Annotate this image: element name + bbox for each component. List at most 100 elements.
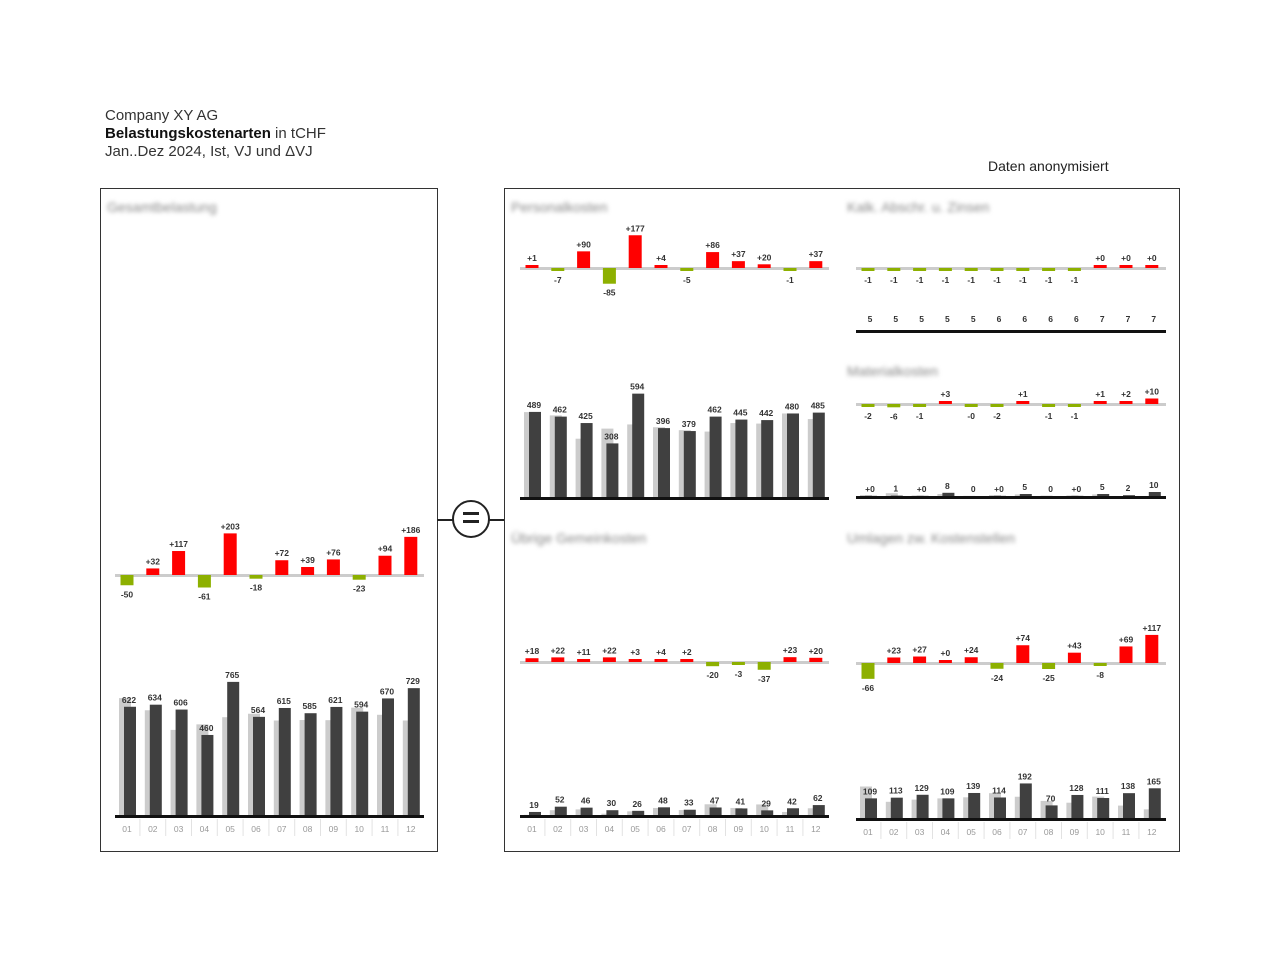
category-label: 08 — [708, 824, 718, 834]
vj-bar — [989, 495, 1001, 496]
value-label: 765 — [225, 670, 239, 680]
category-divider — [165, 819, 167, 836]
category-label: 05 — [225, 824, 235, 834]
category-divider — [880, 822, 882, 839]
category-divider — [268, 819, 270, 836]
category-label: 06 — [251, 824, 261, 834]
value-label: 138 — [1121, 781, 1135, 791]
value-label: 445 — [733, 408, 747, 418]
category-label: 08 — [1044, 827, 1054, 837]
delta-label: -1 — [1071, 275, 1079, 285]
ist-bar — [916, 794, 929, 818]
category-divider — [397, 819, 399, 836]
delta-label: +203 — [221, 521, 240, 531]
delta-bar — [1145, 398, 1159, 404]
category-label: 11 — [786, 824, 795, 834]
delta-label: -66 — [862, 683, 875, 693]
ist-bar — [683, 431, 696, 497]
value-label: 41 — [736, 796, 746, 806]
ist-bar — [787, 808, 799, 815]
delta-bar — [525, 658, 539, 662]
value-label: 70 — [1046, 793, 1056, 803]
value-axis-line — [115, 815, 424, 818]
category-divider — [1009, 822, 1011, 839]
ist-bar — [253, 716, 265, 815]
ist-bar — [1071, 794, 1084, 818]
value-label: 594 — [630, 382, 644, 392]
category-divider — [673, 819, 675, 836]
value-label: 425 — [579, 411, 593, 421]
value-label: 485 — [811, 401, 825, 411]
anonymized-note: Daten anonymisiert — [988, 158, 1109, 174]
category-divider — [320, 819, 321, 836]
category-label: 02 — [148, 824, 158, 834]
delta-bar — [577, 659, 591, 662]
delta-bar — [602, 657, 616, 662]
delta-bar — [964, 268, 978, 271]
category-label: 02 — [553, 824, 563, 834]
ist-bar — [580, 423, 593, 497]
delta-bar — [1093, 265, 1107, 268]
ist-bar — [278, 707, 291, 815]
company-name: Company XY AG — [105, 107, 219, 124]
value-label: 7 — [1100, 314, 1105, 324]
value-label: 308 — [604, 431, 618, 441]
category-label: 11 — [1122, 827, 1131, 837]
category-label: 12 — [1147, 827, 1157, 837]
ist-bar — [709, 807, 722, 815]
delta-bar — [249, 575, 263, 579]
value-label: 442 — [759, 408, 773, 418]
value-label: 6 — [997, 314, 1002, 324]
ist-bar — [529, 411, 541, 497]
delta-label: +76 — [326, 547, 341, 557]
delta-label: +20 — [809, 646, 824, 656]
delta-bar — [1093, 401, 1107, 404]
value-label: 192 — [1018, 771, 1032, 781]
delta-label: -1 — [1019, 275, 1027, 285]
value-label: 6 — [1022, 314, 1027, 324]
vj-bar — [885, 493, 898, 496]
category-divider — [750, 819, 752, 836]
delta-label: +20 — [757, 252, 772, 262]
value-label: 564 — [251, 705, 265, 715]
delta-label: +1 — [1095, 389, 1105, 399]
delta-bar — [990, 404, 1004, 407]
value-label: 109 — [940, 786, 954, 796]
delta-label: -3 — [735, 669, 743, 679]
category-divider — [570, 819, 572, 836]
delta-bar — [757, 662, 771, 670]
category-label: 03 — [174, 824, 184, 834]
delta-bar — [757, 264, 771, 268]
ist-bar — [382, 698, 394, 815]
blurred-panel-title: Umlagen zw. Kostenstellen — [847, 530, 1016, 546]
delta-label: +1 — [1018, 389, 1028, 399]
delta-label: -6 — [890, 411, 898, 421]
report-period: Jan..Dez 2024, Ist, VJ und ΔVJ — [105, 143, 313, 160]
delta-label: +3 — [941, 389, 951, 399]
delta-label: -1 — [864, 275, 872, 285]
value-label: 113 — [889, 786, 903, 796]
delta-bar — [861, 268, 875, 271]
delta-bar — [654, 659, 668, 662]
report-title-bold: Belastungskostenarten — [105, 125, 271, 142]
delta-label: +37 — [731, 249, 746, 259]
ist-bar — [735, 808, 748, 815]
delta-bar — [990, 268, 1004, 271]
value-label: 139 — [966, 781, 980, 791]
delta-label: -5 — [683, 275, 691, 285]
delta-bar — [628, 659, 642, 662]
delta-label: +2 — [1121, 389, 1131, 399]
value-label: 5 — [1022, 482, 1027, 492]
ist-bar — [1123, 495, 1135, 496]
blurred-panel-title: Gesamtbelastung — [107, 199, 217, 215]
value-label: 622 — [122, 695, 136, 705]
delta-label: -18 — [250, 583, 263, 593]
delta-label: -1 — [916, 275, 924, 285]
delta-bar — [964, 657, 978, 663]
category-label: 06 — [992, 827, 1002, 837]
category-divider — [1138, 822, 1140, 839]
value-label: 26 — [632, 799, 642, 809]
value-label: 594 — [354, 700, 368, 710]
delta-bar — [809, 657, 823, 662]
delta-bar — [1067, 404, 1081, 407]
